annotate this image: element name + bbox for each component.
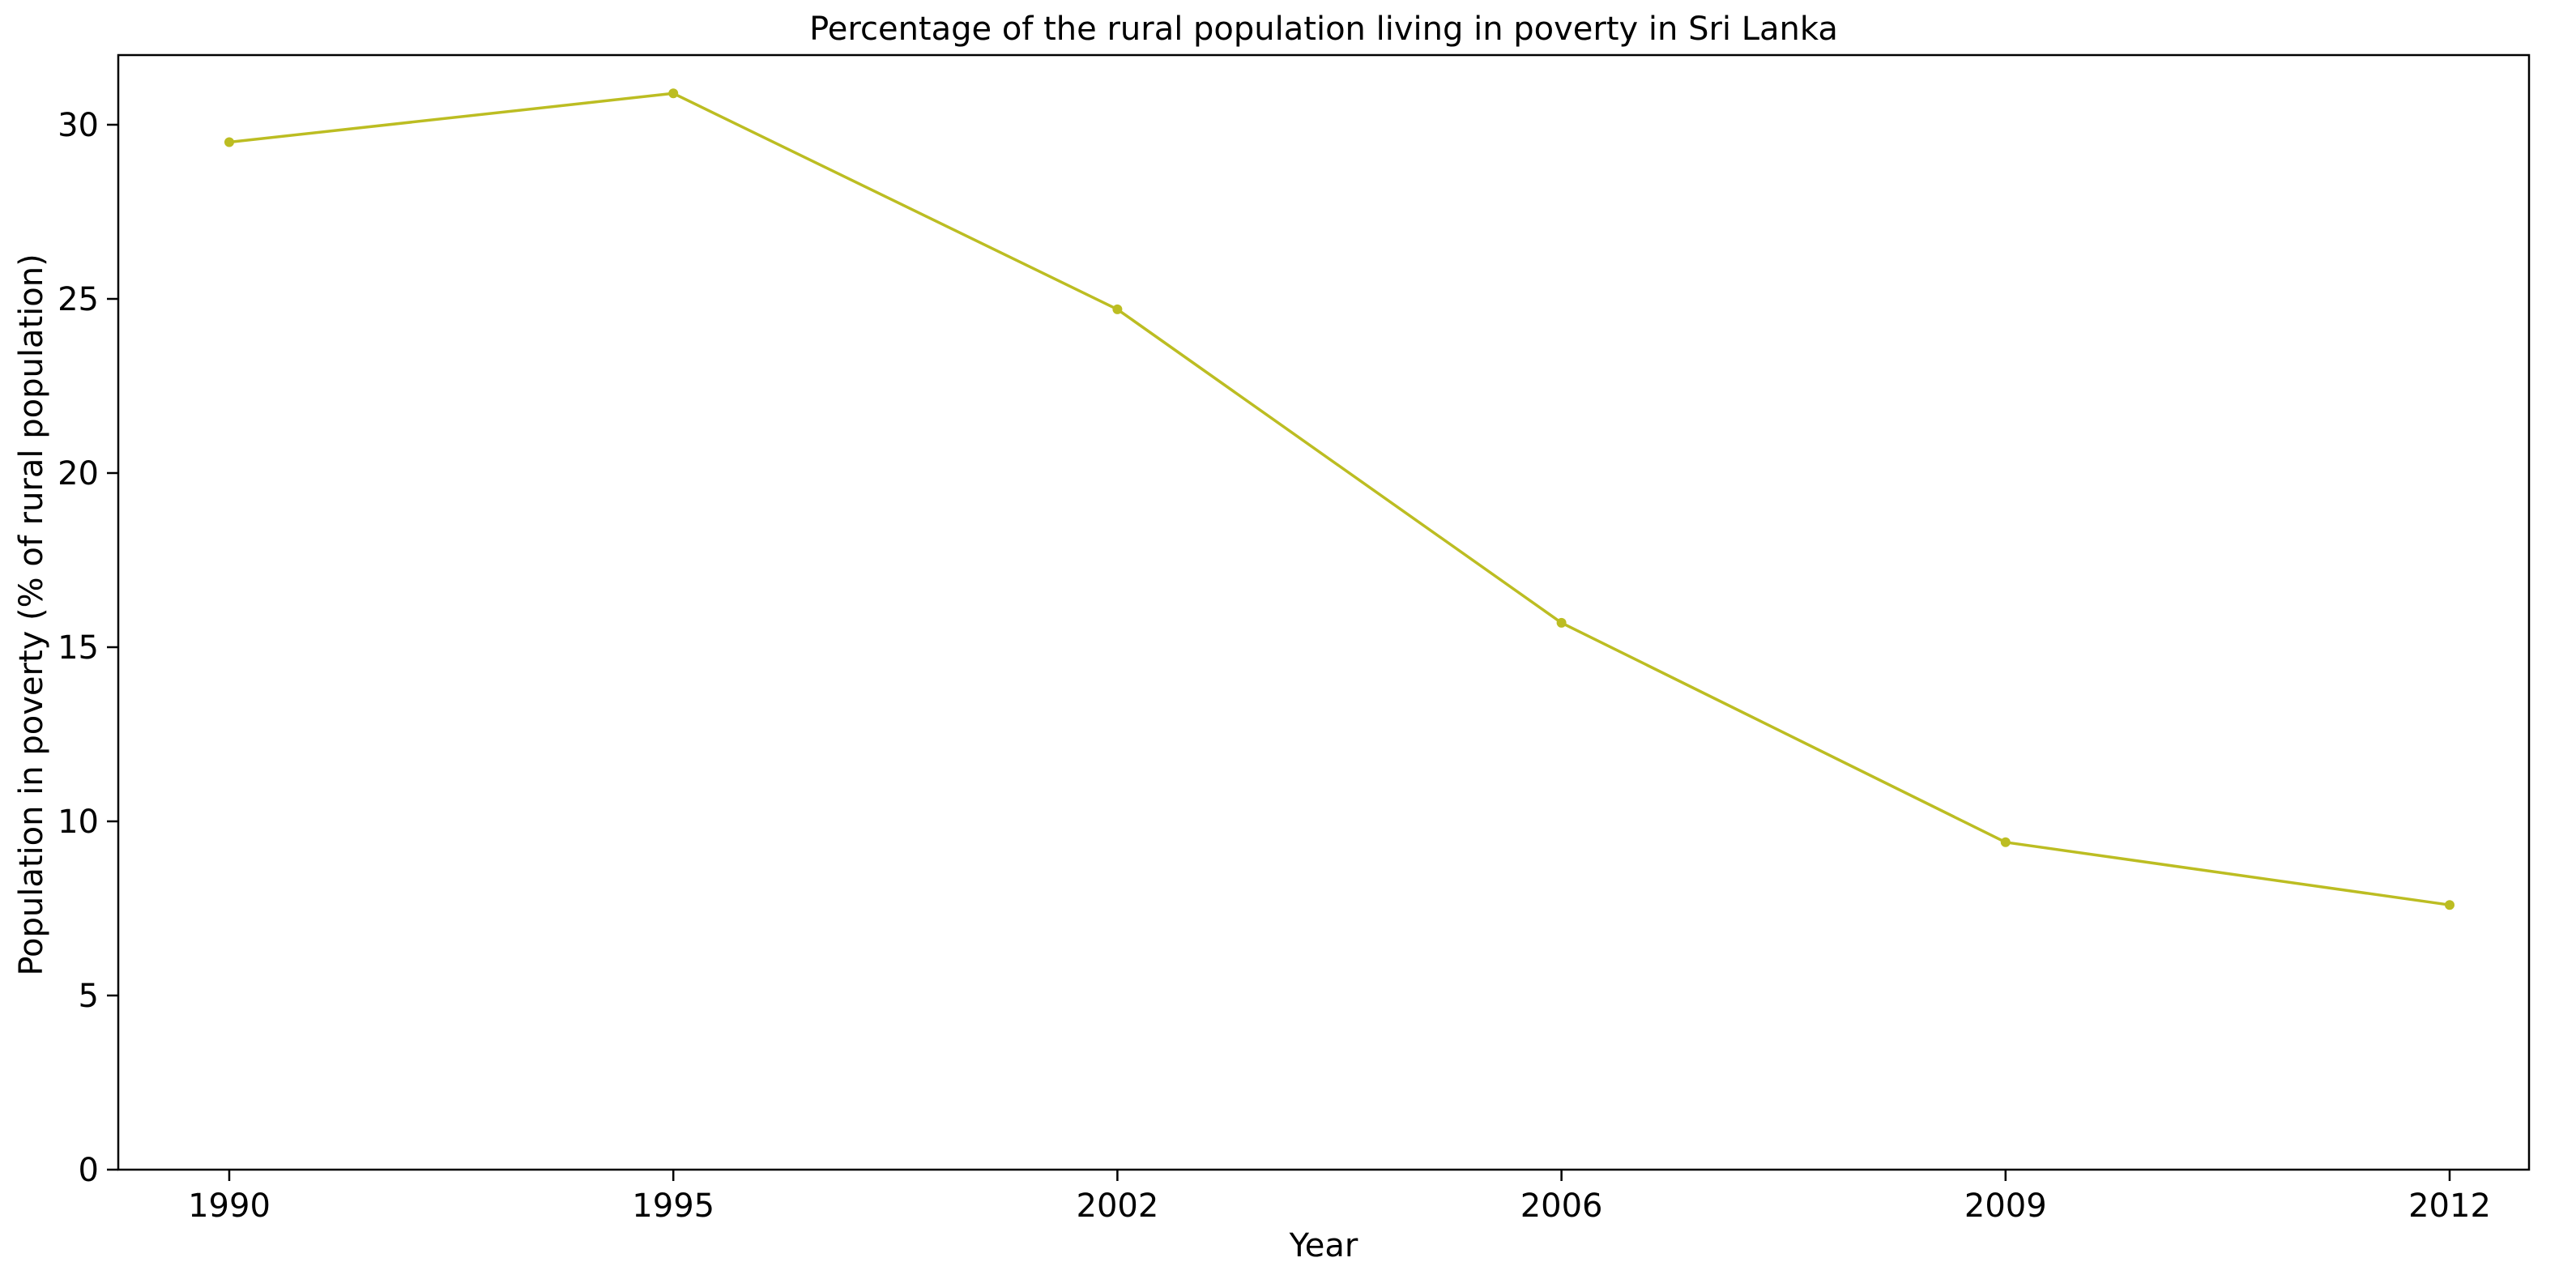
y-tick-label: 0 [79,1152,99,1189]
series-line [228,92,2451,906]
y-axis-ticks: 0 5 10 15 20 25 30 [58,107,118,1189]
data-point [224,137,234,147]
y-tick-label: 30 [58,107,99,144]
chart-title: Percentage of the rural population livin… [809,11,1838,48]
x-axis-label: Year [1289,1227,1358,1264]
x-tick-label: 1990 [188,1187,271,1225]
x-tick-label: 2009 [1964,1187,2047,1225]
y-tick-label: 5 [79,978,99,1015]
x-tick-label: 2012 [2408,1187,2491,1225]
data-point [2445,900,2454,910]
x-axis-ticks: 1990 1995 2002 2006 2009 2012 [188,1170,2491,1225]
y-tick-label: 10 [58,804,99,841]
x-tick-label: 2006 [1520,1187,1603,1225]
y-tick-label: 15 [58,629,99,667]
y-tick-label: 25 [58,281,99,318]
data-point [1112,304,1123,314]
series-layer [224,88,2454,910]
y-axis-label: Population in poverty (% of rural popula… [13,254,50,975]
x-tick-label: 1995 [632,1187,714,1225]
y-tick-label: 20 [58,455,99,492]
x-tick-label: 2002 [1077,1187,1159,1225]
data-point [668,88,679,99]
data-point [1556,617,1567,628]
plot-area-frame [117,53,2531,1171]
data-point [2000,837,2011,847]
